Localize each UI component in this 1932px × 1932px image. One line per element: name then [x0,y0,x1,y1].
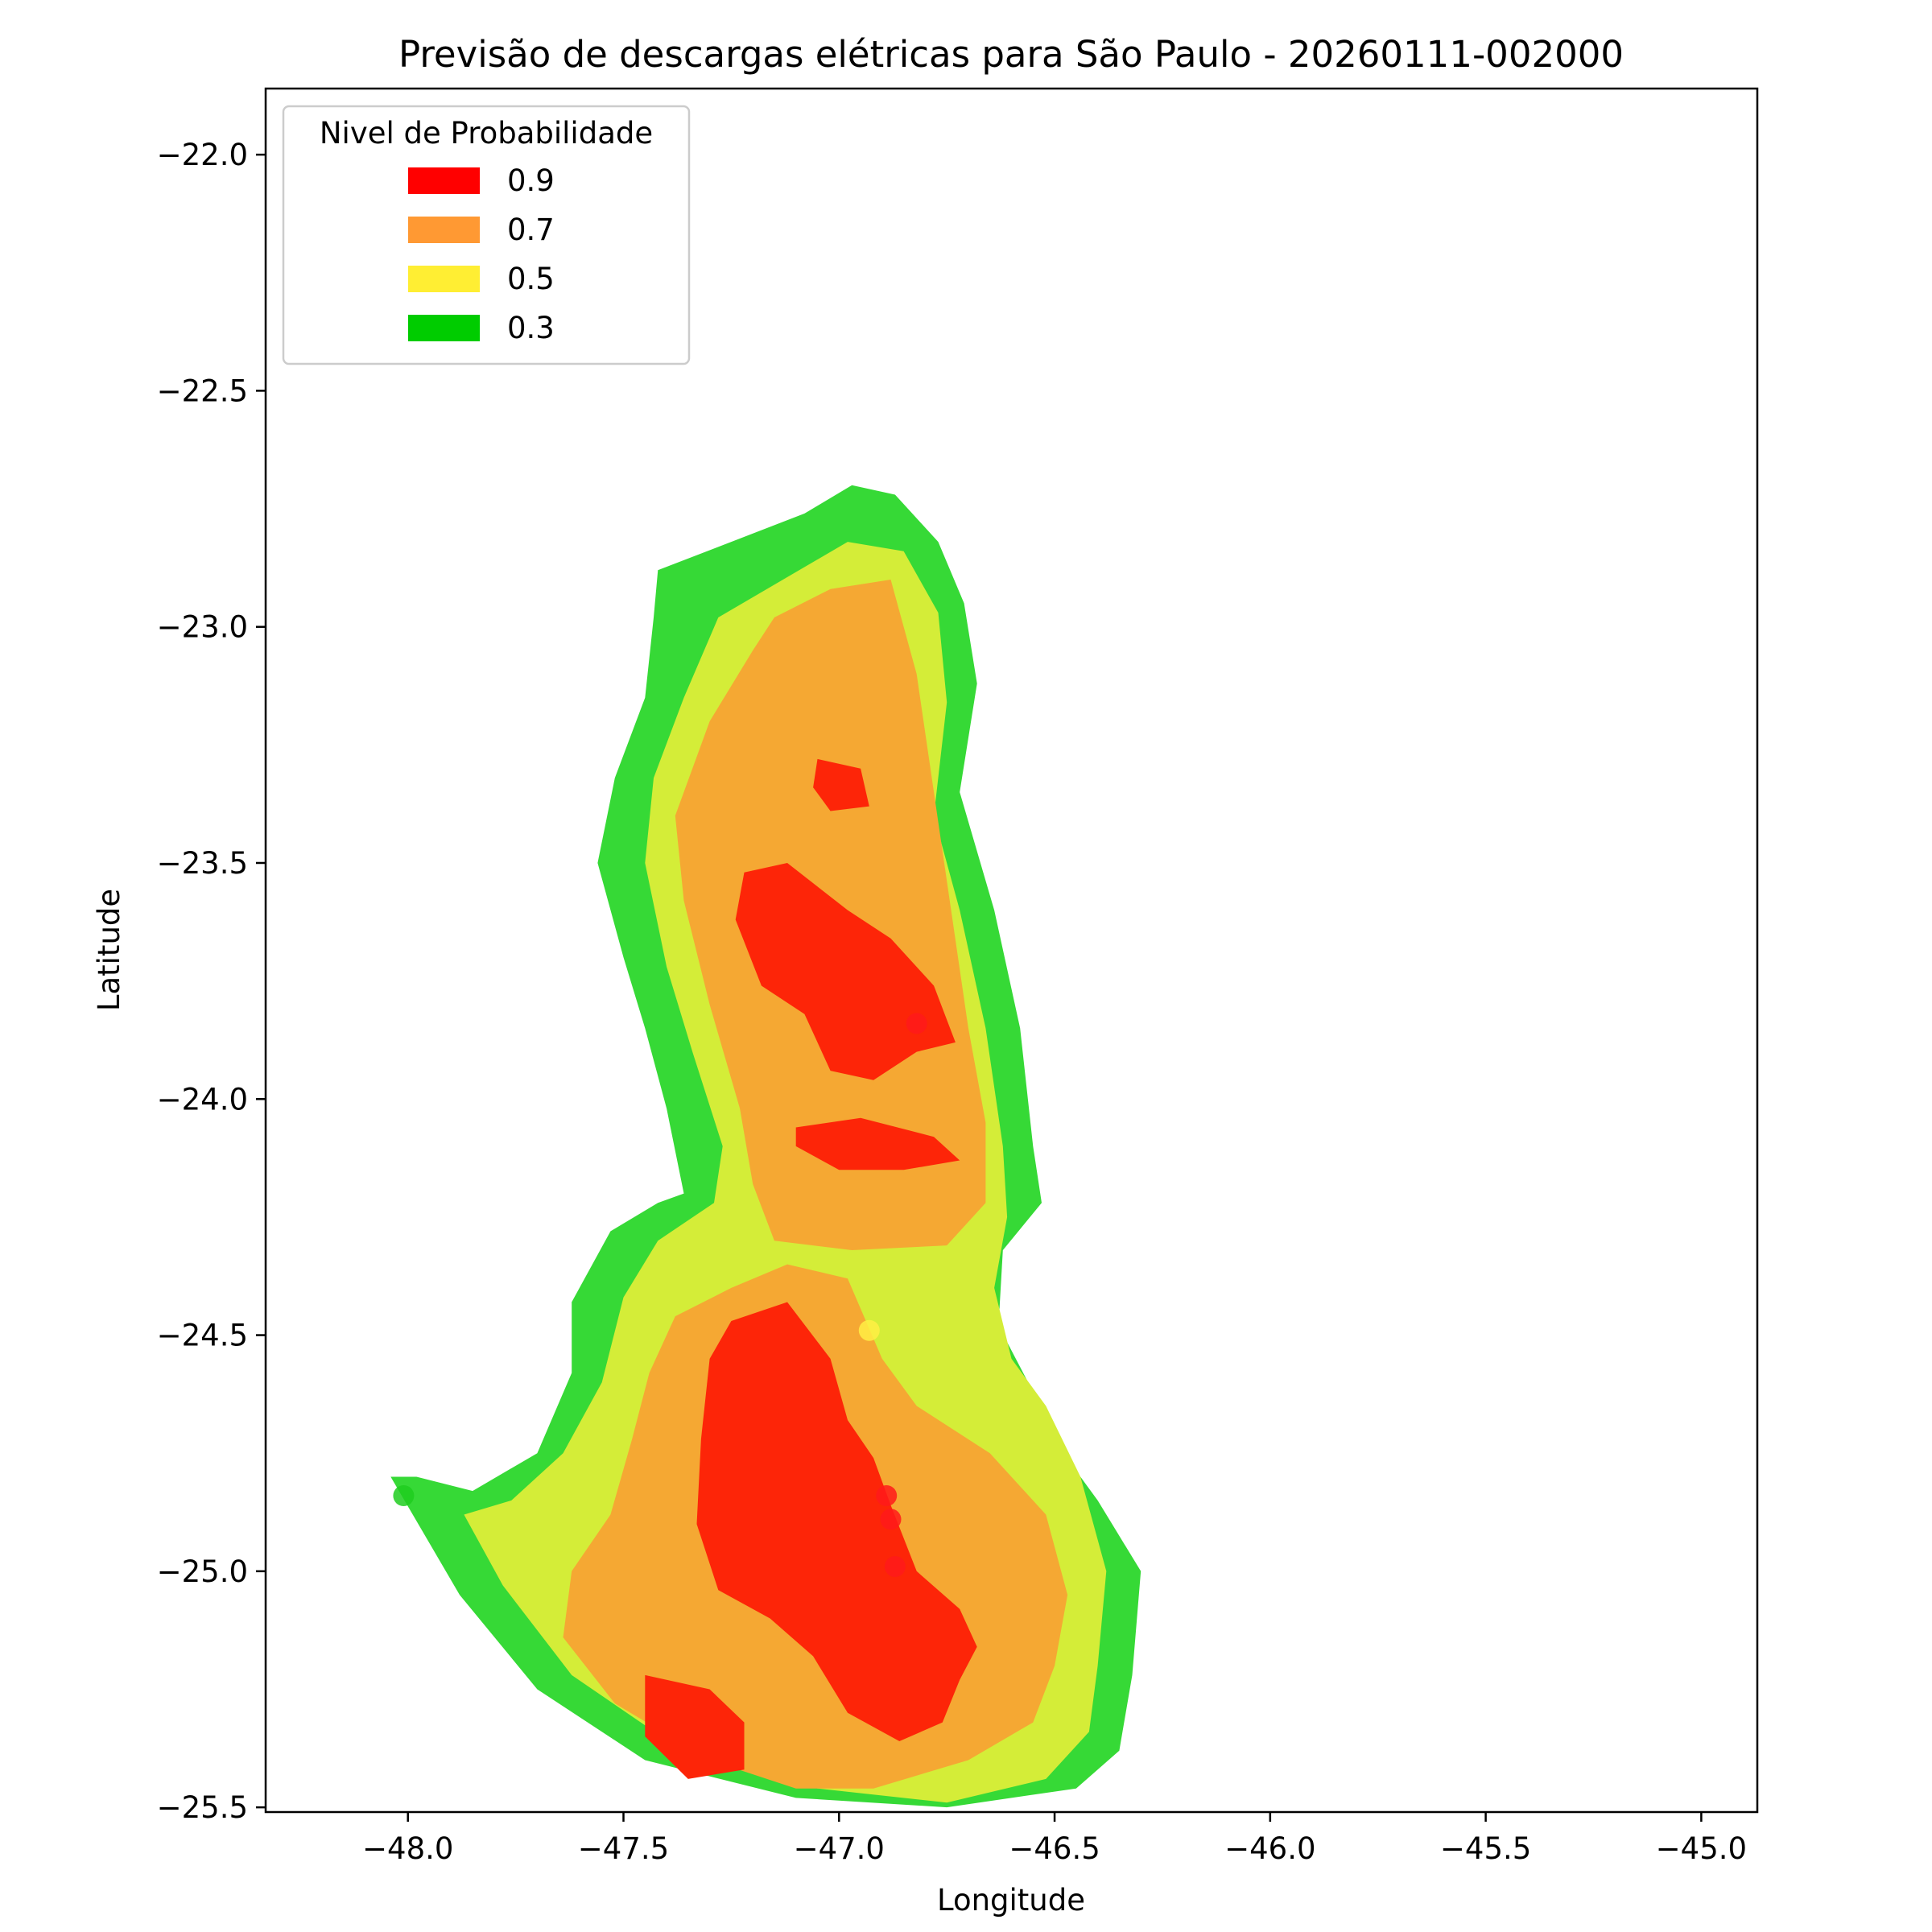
legend-label-09: 0.9 [507,163,555,198]
strike-point-0 [906,1013,927,1034]
y-tick-label: −24.5 [157,1319,248,1353]
x-tick-label: −48.0 [362,1831,453,1866]
contour-region-09-0 [735,863,956,1080]
strike-points [393,1013,927,1577]
x-tick-label: −47.5 [578,1831,669,1866]
legend-label-05: 0.5 [507,262,555,296]
y-tick-label: −25.5 [157,1790,248,1825]
x-tick-label: −45.5 [1440,1831,1531,1866]
y-tick-label: −22.0 [157,138,248,172]
legend: Nivel de Probabilidade 0.9 0.7 0.5 0.3 [282,105,691,365]
contour-region-09-4 [645,1674,745,1779]
legend-swatch-07 [408,217,480,243]
x-tick-label: −46.0 [1224,1831,1315,1866]
chart-title: Previsão de descargas elétricas para São… [398,33,1624,76]
legend-label-03: 0.3 [507,311,555,345]
contour-layers [390,485,1141,1808]
strike-point-2 [876,1485,898,1506]
legend-swatch-09 [408,167,480,194]
x-tick-label: −47.0 [794,1831,885,1866]
strike-point-4 [884,1556,906,1577]
legend-swatch-05 [408,266,480,292]
strike-point-1 [858,1319,880,1341]
y-tick-label: −24.0 [157,1082,248,1117]
x-axis: −48.0 −47.5 −47.0 −46.5 −46.0 −45.5 −45.0 [362,1812,1747,1866]
axes-frame [264,87,1759,1814]
y-tick-label: −25.0 [157,1554,248,1589]
y-tick-label: −22.5 [157,374,248,408]
contour-region-09-1 [813,758,869,811]
strike-point-3 [880,1509,902,1530]
y-tick-label: −23.5 [157,846,248,881]
y-axis-label: Latitude [92,889,126,1011]
contour-region-09-3 [696,1302,977,1741]
strike-point-5 [393,1485,415,1506]
contour-region-09-2 [795,1117,960,1170]
legend-label-07: 0.7 [507,213,555,247]
legend-swatch-03 [408,315,480,341]
x-tick-label: −45.0 [1656,1831,1747,1866]
x-tick-label: −46.5 [1009,1831,1100,1866]
legend-title: Nivel de Probabilidade [320,116,653,151]
x-axis-label: Longitude [937,1883,1085,1918]
plot-area [390,485,1141,1808]
y-tick-label: −23.0 [157,610,248,645]
y-axis: −22.0 −22.5 −23.0 −23.5 −24.0 −24.5 −25.0 −25.5 [157,138,266,1825]
legend-box [282,105,691,365]
